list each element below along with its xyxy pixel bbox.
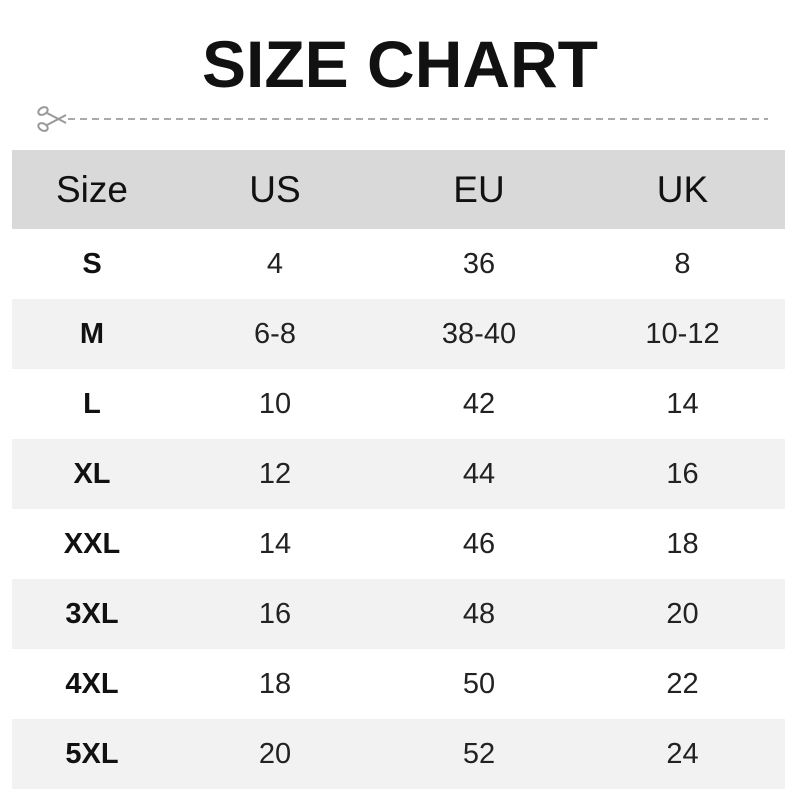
cell-size: 3XL <box>65 597 119 630</box>
table-row: XXL 14 46 18 <box>12 509 785 579</box>
cell-size: S <box>82 247 102 280</box>
header-eu: EU <box>453 168 505 210</box>
cell-size: M <box>79 317 105 350</box>
table-row: 3XL 16 48 20 <box>12 579 785 649</box>
cell-eu: 38-40 <box>441 317 517 350</box>
cell-us: 18 <box>258 667 292 700</box>
cell-us: 10 <box>258 387 292 420</box>
cell-size: 5XL <box>65 737 119 770</box>
table-row: XL 12 44 16 <box>12 439 785 509</box>
cell-uk: 10-12 <box>645 317 720 350</box>
cell-us: 20 <box>258 737 292 770</box>
scissors-icon <box>37 106 67 132</box>
table-header-row: Size US EU UK <box>12 150 785 229</box>
table-row: 5XL 20 52 24 <box>12 719 785 789</box>
cell-size: L <box>83 387 101 420</box>
table-row: L 10 42 14 <box>12 369 785 439</box>
page-title: SIZE CHART <box>202 27 598 101</box>
table-row: 4XL 18 50 22 <box>12 649 785 719</box>
header-us: US <box>249 168 301 210</box>
cell-eu: 42 <box>462 387 496 420</box>
cell-us: 4 <box>266 247 284 280</box>
cut-line <box>37 106 768 132</box>
cell-uk: 20 <box>666 597 699 630</box>
cell-eu: 48 <box>462 597 496 630</box>
cell-eu: 36 <box>462 247 496 280</box>
cell-uk: 16 <box>666 457 699 490</box>
cell-us: 14 <box>258 527 292 560</box>
size-table: Size US EU UK S 4 36 8 M 6-8 38-40 10-12 L 10 42 14… <box>12 150 785 789</box>
cell-us: 16 <box>258 597 292 630</box>
cell-uk: 24 <box>666 737 699 770</box>
cell-eu: 44 <box>462 457 496 490</box>
header-size: Size <box>56 168 128 210</box>
cell-size: 4XL <box>65 667 119 700</box>
header-uk: UK <box>656 168 709 210</box>
cell-uk: 8 <box>674 247 691 280</box>
table-row: M 6-8 38-40 10-12 <box>12 299 785 369</box>
cell-uk: 22 <box>666 667 699 700</box>
cell-us: 6-8 <box>254 317 296 350</box>
cell-uk: 14 <box>666 387 699 420</box>
cell-uk: 18 <box>666 527 699 560</box>
cell-us: 12 <box>258 457 292 490</box>
cell-eu: 46 <box>462 527 496 560</box>
table-row: S 4 36 8 <box>12 229 785 299</box>
cell-eu: 52 <box>462 737 496 770</box>
cell-size: XXL <box>63 527 121 560</box>
cell-size: XL <box>73 457 111 490</box>
cell-eu: 50 <box>462 667 496 700</box>
